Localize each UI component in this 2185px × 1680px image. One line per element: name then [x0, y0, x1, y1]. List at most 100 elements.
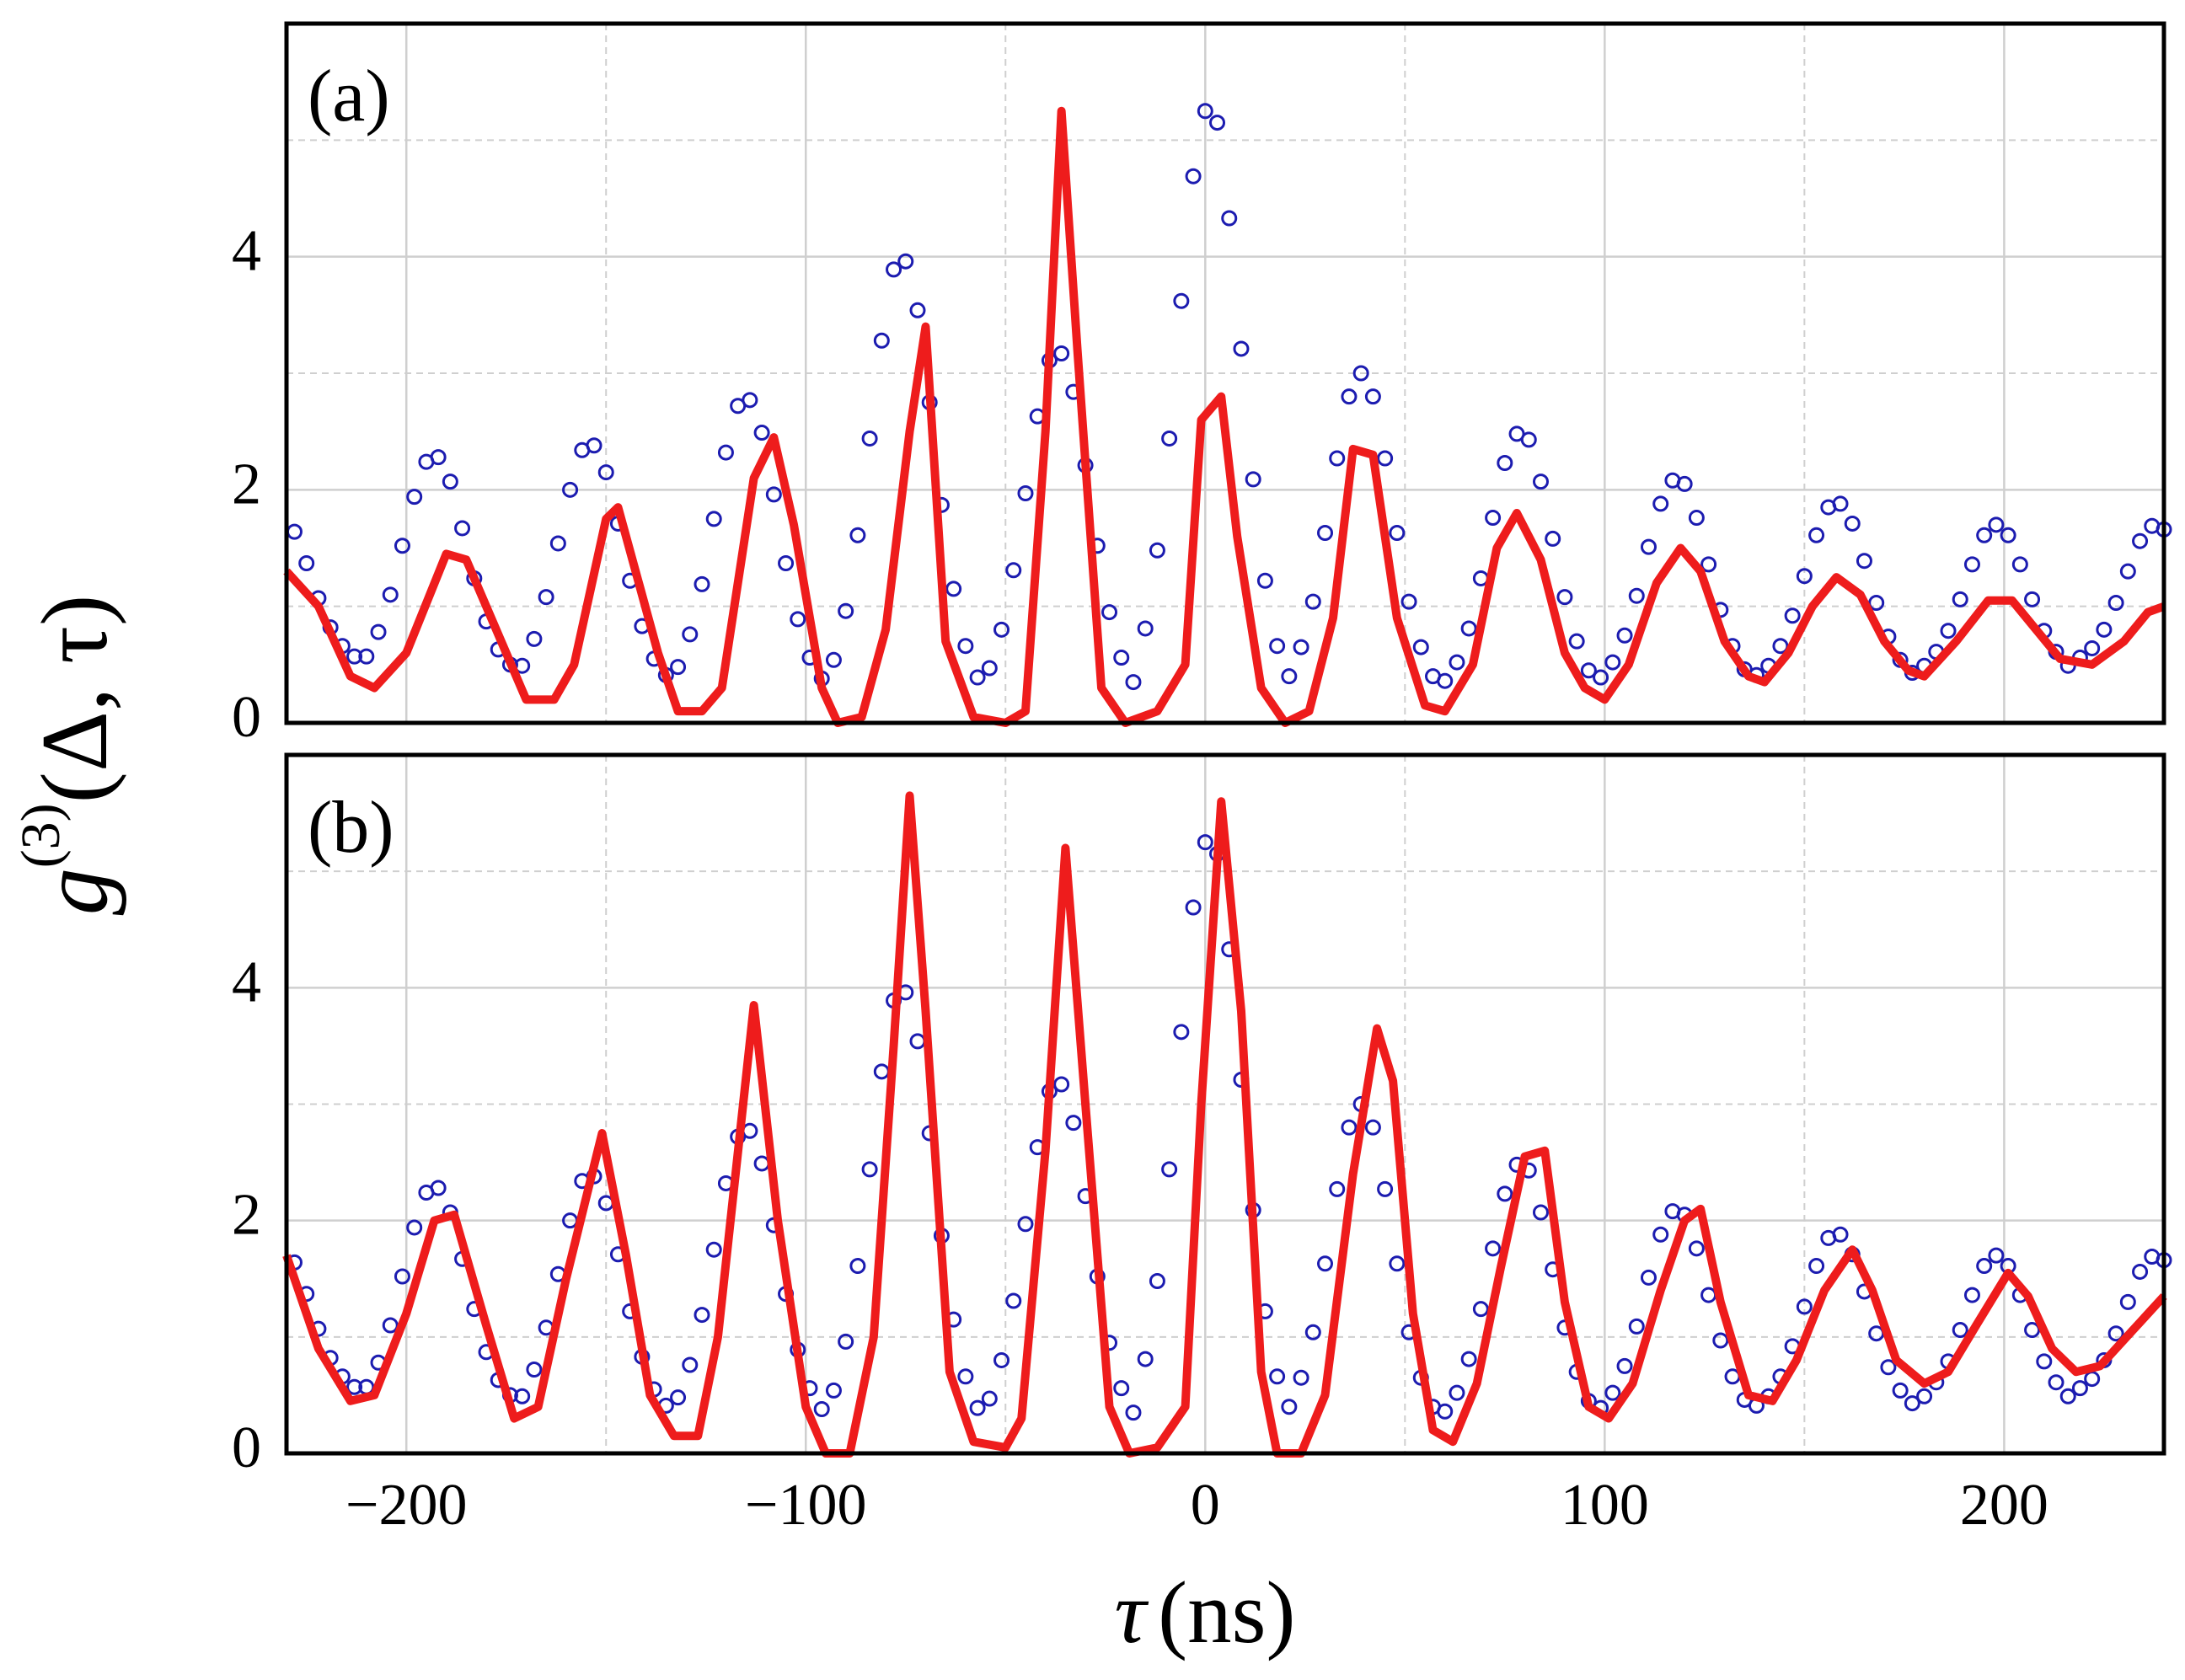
data-point: [969, 1399, 986, 1416]
data-point: [1209, 115, 1226, 131]
data-point: [1221, 210, 1238, 227]
data-point: [1293, 639, 1309, 655]
data-point: [981, 1390, 998, 1407]
x-label-symbol: τ: [1115, 1563, 1149, 1661]
data-point: [430, 1180, 447, 1196]
fit-line: [282, 791, 2167, 1458]
data-point: [1952, 1322, 1968, 1339]
data-point: [1125, 1404, 1142, 1421]
data-point: [1329, 450, 1346, 467]
plot-frame: [284, 752, 2166, 1456]
data-point: [1604, 1384, 1621, 1401]
data-point: [1317, 525, 1334, 542]
data-point: [1976, 1258, 1993, 1275]
data-point: [526, 630, 543, 647]
data-point: [1269, 638, 1286, 655]
data-point: [430, 449, 447, 466]
data-point: [790, 611, 806, 628]
data-point: [1616, 627, 1633, 644]
data-point: [2011, 556, 2028, 573]
data-point: [2084, 1371, 2101, 1388]
data-point: [1880, 1359, 1897, 1376]
data-point: [2107, 1325, 2124, 1342]
data-point: [514, 1388, 531, 1404]
data-point: [1844, 515, 1861, 532]
data-point: [1161, 1161, 1178, 1178]
data-point: [1113, 650, 1130, 666]
data-point: [717, 444, 734, 461]
data-point: [1532, 474, 1549, 490]
data-point: [394, 1268, 410, 1285]
x-axis-label: τ (ns): [1115, 1563, 1296, 1661]
data-point: [1520, 431, 1537, 448]
data-point: [1400, 593, 1417, 610]
x-tick-label: −200: [345, 1473, 467, 1538]
x-tick-label: 0: [1191, 1473, 1220, 1538]
data-point: [1628, 587, 1645, 604]
data-point: [1449, 1384, 1465, 1401]
data-point: [1304, 593, 1321, 610]
data-point: [1784, 607, 1801, 624]
data-point: [861, 1161, 878, 1178]
data-point: [1796, 568, 1813, 585]
data-point: [1676, 475, 1693, 492]
data-point: [442, 474, 458, 490]
data-point: [705, 511, 722, 527]
data-point: [1017, 484, 1034, 501]
data-point: [873, 1063, 890, 1080]
data-point: [957, 638, 974, 655]
data-point: [586, 437, 602, 454]
data-point: [1963, 1287, 1980, 1303]
data-point: [1485, 1240, 1502, 1257]
data-point: [562, 481, 579, 498]
data-point: [1652, 1226, 1669, 1243]
data-point: [1460, 620, 1477, 637]
panel-label: (b): [308, 787, 394, 869]
data-point: [1005, 562, 1022, 579]
data-point: [1976, 527, 1993, 543]
data-point: [1149, 542, 1165, 559]
data-point: [825, 651, 842, 668]
data-point: [1017, 1216, 1034, 1233]
data-point: [1604, 654, 1621, 671]
data-point: [1293, 1369, 1309, 1386]
data-point: [1185, 899, 1202, 916]
data-point: [1233, 340, 1250, 357]
data-point: [778, 554, 795, 571]
data-point: [981, 660, 998, 677]
data-point: [1808, 1258, 1825, 1275]
data-point: [1113, 1380, 1130, 1397]
data-point: [1472, 1301, 1489, 1318]
data-point: [406, 1219, 423, 1236]
data-point: [1796, 1298, 1813, 1315]
data-point: [1808, 527, 1825, 543]
data-point: [2096, 621, 2113, 638]
y-tick-label: 2: [232, 1183, 261, 1248]
data-point: [957, 1368, 974, 1385]
data-point: [1856, 553, 1872, 570]
data-point: [1545, 530, 1561, 547]
data-point: [705, 1241, 722, 1258]
data-point: [753, 1155, 770, 1172]
data-point: [1005, 1292, 1022, 1309]
data-point: [1952, 591, 1968, 607]
data-point: [873, 332, 890, 349]
data-point: [1125, 674, 1142, 691]
data-point: [1628, 1318, 1645, 1335]
data-point: [813, 1400, 830, 1417]
data-point: [945, 581, 962, 597]
data-point: [2132, 532, 2149, 549]
data-point: [538, 589, 554, 606]
data-point: [2036, 1353, 2053, 1370]
data-point: [1556, 589, 1573, 606]
data-point: [1304, 1324, 1321, 1340]
data-point: [1065, 1115, 1082, 1132]
data-point: [993, 621, 1010, 638]
data-point: [1449, 654, 1465, 671]
data-point: [1892, 1382, 1909, 1399]
data-point: [1940, 623, 1957, 639]
data-point: [370, 623, 387, 640]
data-point: [1485, 510, 1502, 527]
data-point: [1245, 471, 1261, 488]
data-point: [1317, 1255, 1334, 1272]
